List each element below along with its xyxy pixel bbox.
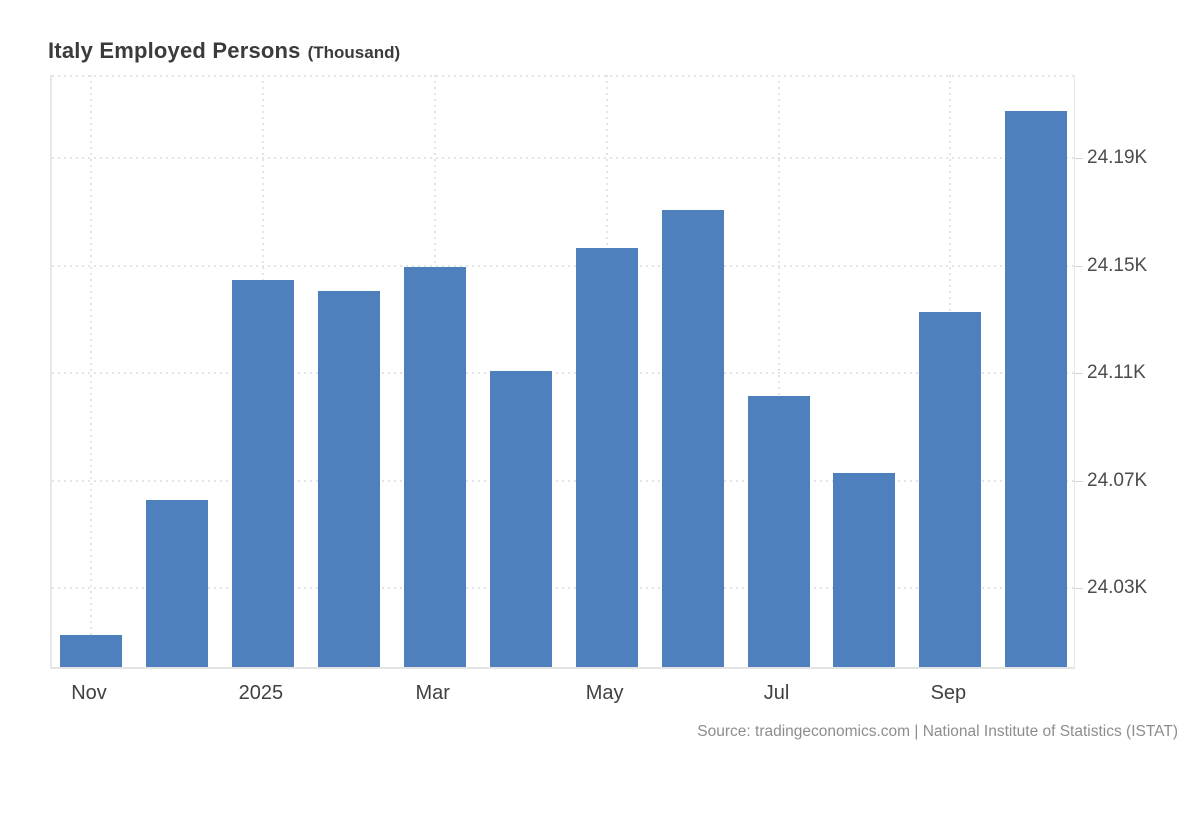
vertical-gridline — [90, 75, 92, 667]
y-axis-tick — [1075, 265, 1083, 267]
bar-Jun 2025[interactable] — [661, 210, 724, 667]
horizontal-gridline — [52, 479, 1074, 482]
x-axis-label: Sep — [930, 682, 967, 704]
x-axis-label: Jul — [763, 682, 790, 704]
bar-Dec 2024[interactable] — [145, 500, 208, 667]
x-axis-label: Nov — [71, 682, 107, 704]
y-axis-label: 24.11K — [1087, 362, 1146, 384]
chart-title-unit: (Thousand) — [307, 43, 401, 62]
y-axis-tick — [1075, 588, 1083, 590]
horizontal-gridline — [52, 157, 1074, 160]
y-axis-label: 24.15K — [1087, 254, 1148, 276]
bar-May 2025[interactable] — [575, 247, 638, 667]
y-axis-tick — [1075, 373, 1083, 375]
chart-title: Italy Employed Persons (Thousand) — [48, 38, 400, 64]
bar-Sep 2025[interactable] — [919, 312, 982, 667]
horizontal-gridline — [52, 587, 1074, 590]
y-axis-label: 24.07K — [1087, 469, 1148, 491]
x-axis-label: May — [585, 682, 624, 704]
bar-Feb 2025[interactable] — [317, 290, 380, 667]
x-axis-label: Mar — [415, 682, 450, 704]
horizontal-gridline — [52, 372, 1074, 375]
y-axis-tick — [1075, 158, 1083, 160]
bar-Jan 2025[interactable] — [231, 279, 294, 667]
bar-Nov 2024[interactable] — [60, 634, 122, 667]
y-axis-label: 24.19K — [1087, 147, 1148, 169]
bar-Jul 2025[interactable] — [747, 395, 810, 667]
bar-Mar 2025[interactable] — [403, 266, 466, 667]
y-axis-label: 24.03K — [1087, 577, 1148, 599]
chart-title-main: Italy Employed Persons — [48, 38, 301, 63]
bar-Apr 2025[interactable] — [489, 371, 552, 667]
plot-top-border — [52, 75, 1074, 77]
y-axis-tick — [1075, 480, 1083, 482]
bar-Oct 2025[interactable] — [1005, 110, 1068, 667]
source-attribution: Source: tradingeconomics.com | National … — [697, 723, 1178, 740]
horizontal-gridline — [52, 264, 1074, 267]
bar-Aug 2025[interactable] — [833, 473, 896, 667]
vertical-gridline — [777, 75, 780, 667]
plot-area — [50, 75, 1075, 669]
x-axis-label: 2025 — [238, 682, 284, 704]
